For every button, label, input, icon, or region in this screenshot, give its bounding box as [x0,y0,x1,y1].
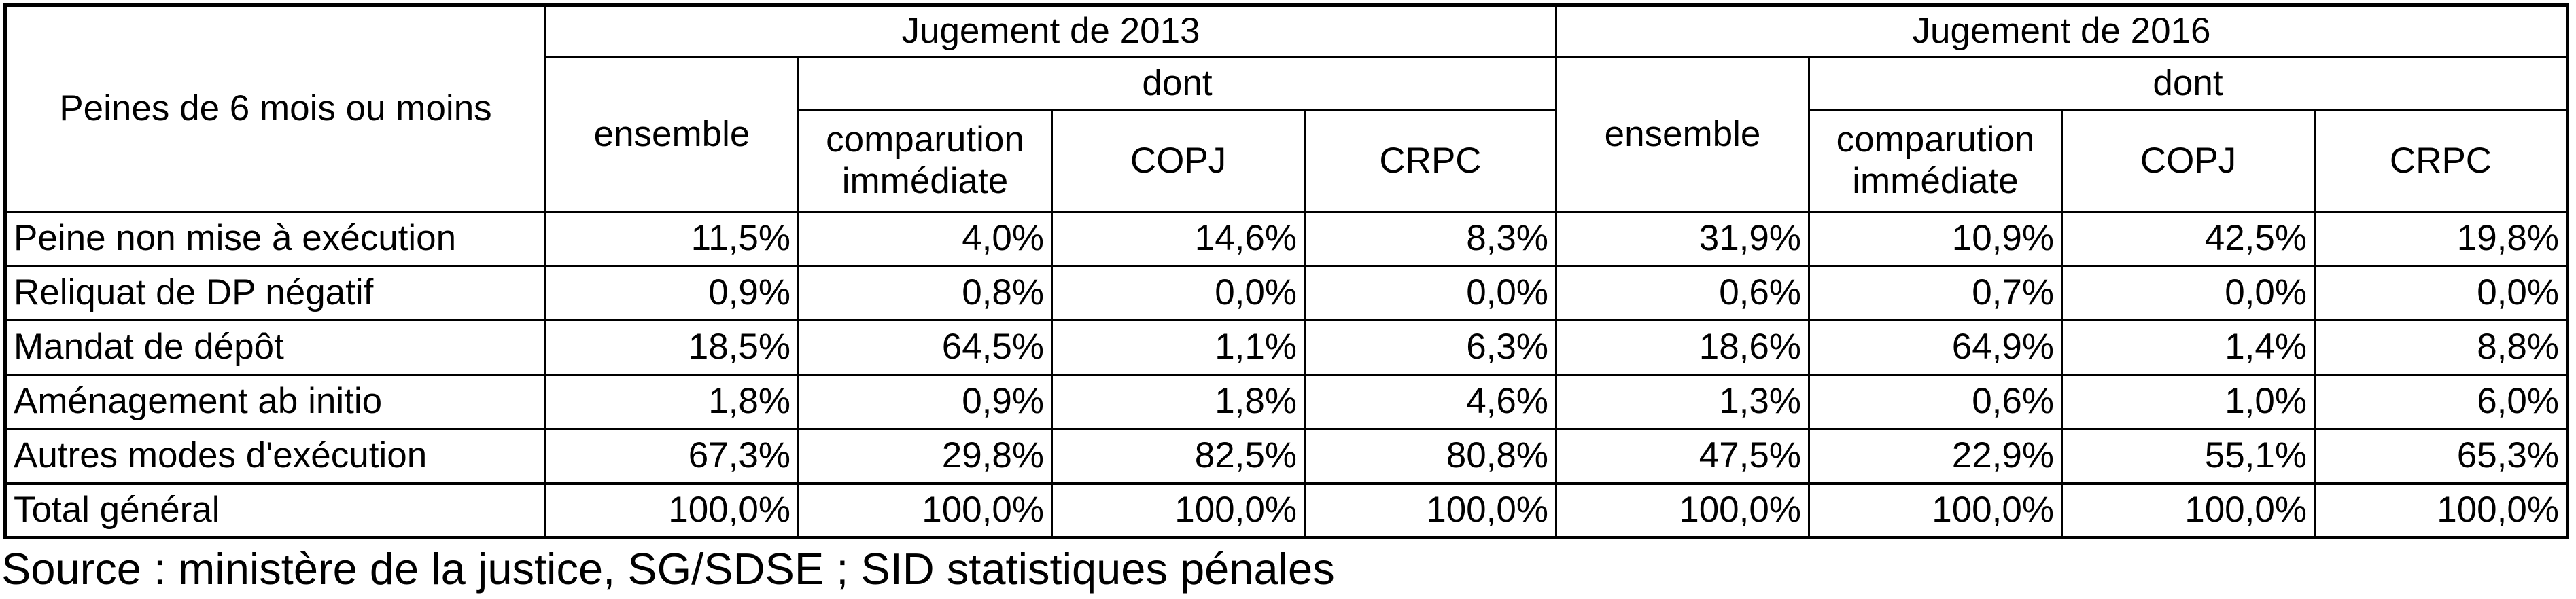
cell: 100,0% [1808,482,2063,539]
cell: 67,3% [544,428,799,484]
cell: 65,3% [2314,428,2569,484]
table-row: Total général 100,0% 100,0% 100,0% 100,0% 100… [4,482,2569,539]
row-label: Aménagement ab initio [4,374,546,430]
source-note: Source : ministère de la justice, SG/SDS… [1,544,1335,594]
cell: 100,0% [797,482,1053,539]
column-header: COPJ [1051,109,1306,213]
cell: 14,6% [1051,211,1306,267]
cell: 100,0% [2314,482,2569,539]
table-row: Reliquat de DP négatif 0,9% 0,8% 0,0% 0,0% 0,… [4,265,2569,321]
cell: 1,1% [1051,319,1306,376]
cell: 19,8% [2314,211,2569,267]
cell: 64,5% [797,319,1053,376]
cell: 1,0% [2061,374,2316,430]
stub-header: Peines de 6 mois ou moins [4,4,546,213]
cell: 8,8% [2314,319,2569,376]
column-header: COPJ [2061,109,2316,213]
cell: 31,9% [1555,211,1810,267]
cell: 10,9% [1808,211,2063,267]
cell: 1,4% [2061,319,2316,376]
group-header: Jugement de 2016 [1555,4,2569,58]
row-label: Total général [4,482,546,539]
cell: 100,0% [1555,482,1810,539]
row-label: Mandat de dépôt [4,319,546,376]
cell: 0,6% [1555,265,1810,321]
cell: 0,0% [2061,265,2316,321]
cell: 8,3% [1304,211,1557,267]
cell: 11,5% [544,211,799,267]
row-label: Autres modes d'exécution [4,428,546,484]
cell: 55,1% [2061,428,2316,484]
cell: 100,0% [1304,482,1557,539]
cell: 18,6% [1555,319,1810,376]
header-row: Peines de 6 mois ou moins Jugement de 201… [4,4,2569,213]
overall-header: ensemble [1555,56,1810,213]
row-label: Reliquat de DP négatif [4,265,546,321]
cell: 0,0% [1304,265,1557,321]
cell: 29,8% [797,428,1053,484]
cell: 64,9% [1808,319,2063,376]
sub-header: dont [797,56,1557,111]
column-header: comparution immédiate [797,109,1053,213]
table-wrap: Peines de 6 mois ou moins Jugement de 201… [3,3,2569,539]
cell: 6,3% [1304,319,1557,376]
cell: 100,0% [1051,482,1306,539]
column-header: CRPC [1304,109,1557,213]
cell: 47,5% [1555,428,1810,484]
table-row: Peine non mise à exécution 11,5% 4,0% 14,6%… [4,211,2569,267]
cell: 1,8% [1051,374,1306,430]
header-row: ensemble dont ensemble dont [5,56,2569,213]
header-row: comparution immédiate COPJ CRPC comparution… [5,109,2569,213]
sub-header: dont [1808,56,2569,111]
cell: 4,0% [797,211,1053,267]
cell: 18,5% [544,319,799,376]
cell: 6,0% [2314,374,2569,430]
cell: 42,5% [2061,211,2316,267]
column-header: CRPC [2314,109,2569,213]
cell: 0,9% [544,265,799,321]
cell: 100,0% [544,482,799,539]
cell: 22,9% [1808,428,2063,484]
overall-header: ensemble [544,56,799,213]
cell: 0,0% [2314,265,2569,321]
column-header: comparution immédiate [1808,109,2063,213]
cell: 0,6% [1808,374,2063,430]
cell: 0,8% [797,265,1053,321]
cell: 80,8% [1304,428,1557,484]
cell: 4,6% [1304,374,1557,430]
group-header: Jugement de 2013 [544,4,1557,58]
cell: 0,0% [1051,265,1306,321]
data-table: Peines de 6 mois ou moins Jugement de 201… [3,3,2569,539]
cell: 0,9% [797,374,1053,430]
cell: 100,0% [2061,482,2316,539]
table-row: Autres modes d'exécution 67,3% 29,8% 82,5% 8… [4,428,2569,484]
table-row: Aménagement ab initio 1,8% 0,9% 1,8% 4,6% 1,3… [4,374,2569,430]
cell: 82,5% [1051,428,1306,484]
cell: 1,3% [1555,374,1810,430]
row-label: Peine non mise à exécution [4,211,546,267]
cell: 1,8% [544,374,799,430]
cell: 0,7% [1808,265,2063,321]
table-row: Mandat de dépôt 18,5% 64,5% 1,1% 6,3% 18,6% 64… [4,319,2569,376]
